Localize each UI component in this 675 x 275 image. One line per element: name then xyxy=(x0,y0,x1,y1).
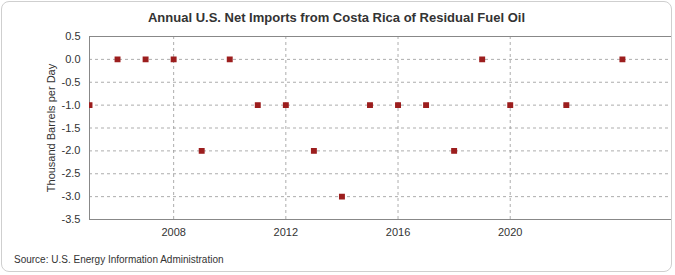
svg-text:Thousand Barrels per Day: Thousand Barrels per Day xyxy=(45,63,57,192)
svg-text:0.0: 0.0 xyxy=(65,53,80,65)
svg-text:2016: 2016 xyxy=(386,226,410,238)
svg-text:-2.0: -2.0 xyxy=(62,144,81,156)
svg-text:2008: 2008 xyxy=(161,226,185,238)
svg-text:-1.0: -1.0 xyxy=(62,99,81,111)
svg-text:2020: 2020 xyxy=(498,226,522,238)
svg-text:-3.0: -3.0 xyxy=(62,190,81,202)
svg-text:-2.5: -2.5 xyxy=(62,167,81,179)
html-text:Annual U.S. Net Imports from C: Annual U.S. Net Imports from Costa Rica … xyxy=(148,10,525,25)
svg-text:-1.5: -1.5 xyxy=(62,122,81,134)
svg-text:-0.5: -0.5 xyxy=(62,76,81,88)
html-text:Source: U.S. Energy Informatio: Source: U.S. Energy Information Administ… xyxy=(14,254,224,265)
svg-text:2012: 2012 xyxy=(274,226,298,238)
svg-text:-3.5: -3.5 xyxy=(62,213,81,225)
svg-text:0.5: 0.5 xyxy=(65,30,80,42)
